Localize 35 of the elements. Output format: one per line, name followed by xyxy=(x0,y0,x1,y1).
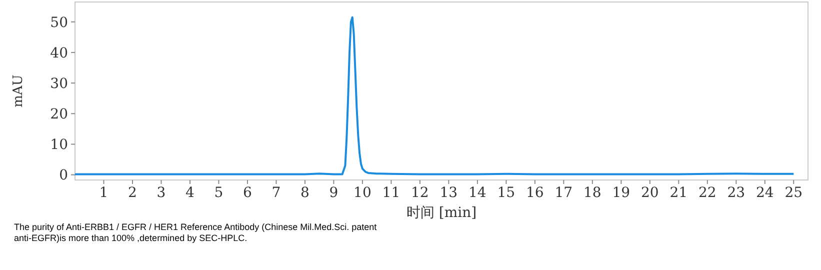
x-tick-label: 19 xyxy=(612,185,630,201)
x-tick-label: 8 xyxy=(300,185,310,201)
x-tick-label: 17 xyxy=(554,185,573,201)
x-tick-label: 3 xyxy=(156,185,166,201)
x-tick-label: 18 xyxy=(584,185,602,201)
text: The purity of Anti-ERBB1 / EGFR / HER1 Reference Antibody (Chinese Mil.Med.Sci. patent anti-EGFR)is more than 100% ,determined by SEC-HPLC. xyxy=(14,222,378,243)
y-tick-label: 20 xyxy=(50,106,68,123)
x-tick-label: 10 xyxy=(354,185,372,201)
x-tick-label: 25 xyxy=(784,185,803,201)
x-tick-label: 1 xyxy=(99,185,108,201)
y-tick-label: 10 xyxy=(50,137,68,154)
x-tick-label: 20 xyxy=(640,185,659,201)
y-tick-label: 0 xyxy=(59,168,68,184)
x-tick-label: 15 xyxy=(497,185,516,201)
y-axis-title: mAU xyxy=(11,74,26,108)
x-tick-label: 5 xyxy=(214,185,224,201)
x-tick-label: 11 xyxy=(382,185,400,201)
x-tick-label: 9 xyxy=(329,185,338,201)
x-tick-label: 23 xyxy=(727,185,746,201)
x-tick-label: 2 xyxy=(128,185,137,201)
x-tick-label: 13 xyxy=(440,185,458,201)
x-tick-label: 4 xyxy=(186,185,195,201)
x-tick-label: 12 xyxy=(411,185,429,201)
x-tick-label: 22 xyxy=(698,185,716,201)
x-tick-label: 16 xyxy=(526,185,544,201)
y-tick-label: 40 xyxy=(50,45,68,62)
y-tick-label: 50 xyxy=(50,14,68,31)
x-tick-label: 6 xyxy=(243,185,252,201)
x-axis-title: 时间 [min] xyxy=(406,205,477,221)
x-tick-label: 21 xyxy=(670,185,688,201)
y-tick-label: 30 xyxy=(50,76,68,92)
x-tick-label: 7 xyxy=(272,185,281,201)
x-tick-label: 14 xyxy=(468,185,486,201)
line-series xyxy=(74,16,795,176)
x-tick-label: 24 xyxy=(756,185,774,201)
